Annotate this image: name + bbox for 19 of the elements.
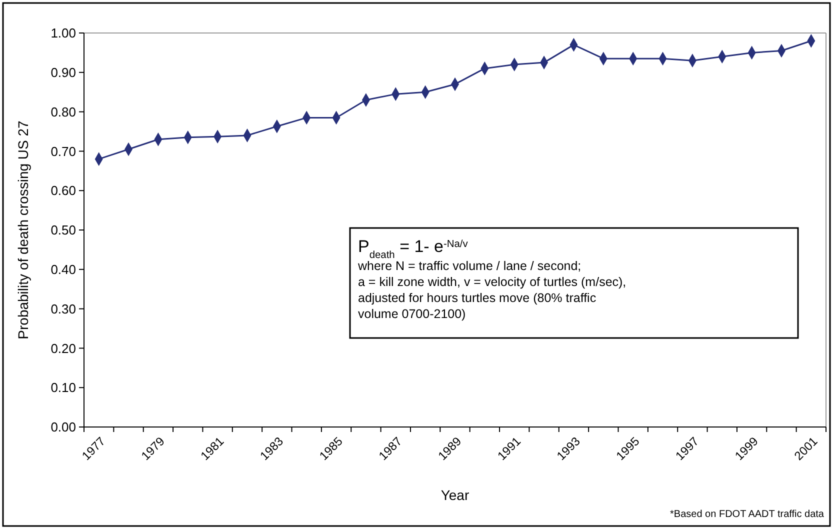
y-tick-label: 0.30 (50, 301, 76, 316)
y-tick-label: 0.20 (50, 340, 76, 356)
y-tick-label: 0.90 (50, 64, 76, 80)
y-tick-label: 0.60 (50, 183, 76, 198)
y-tick-label: 0.40 (50, 262, 76, 277)
y-tick-label: 0.50 (50, 222, 76, 238)
annotation: P$_{death}$ = 1- e$^{-Na/v}$ (358, 237, 469, 260)
annotation: where N = traffic volume / lane / second; (357, 259, 582, 273)
y-tick-label: 0.70 (50, 144, 76, 159)
annotation: adjusted for hours turtles move (80% traffic (358, 291, 596, 305)
y-tick-label: 0.80 (50, 104, 76, 120)
text: *Based on FDOT AADT traffic data (670, 509, 824, 520)
y-tick-label: 0.10 (50, 380, 76, 396)
y-axis-title: Probability of death crossing US 27 (15, 120, 31, 340)
annotation: volume 0700-2100) (358, 307, 466, 321)
y-tick-label: 0.00 (50, 420, 76, 435)
x-axis-title: Year (440, 487, 470, 503)
y-tick-label: 1.00 (50, 26, 76, 41)
annotation: a = kill zone width, v = velocity of turtles (m/sec), (358, 275, 626, 289)
